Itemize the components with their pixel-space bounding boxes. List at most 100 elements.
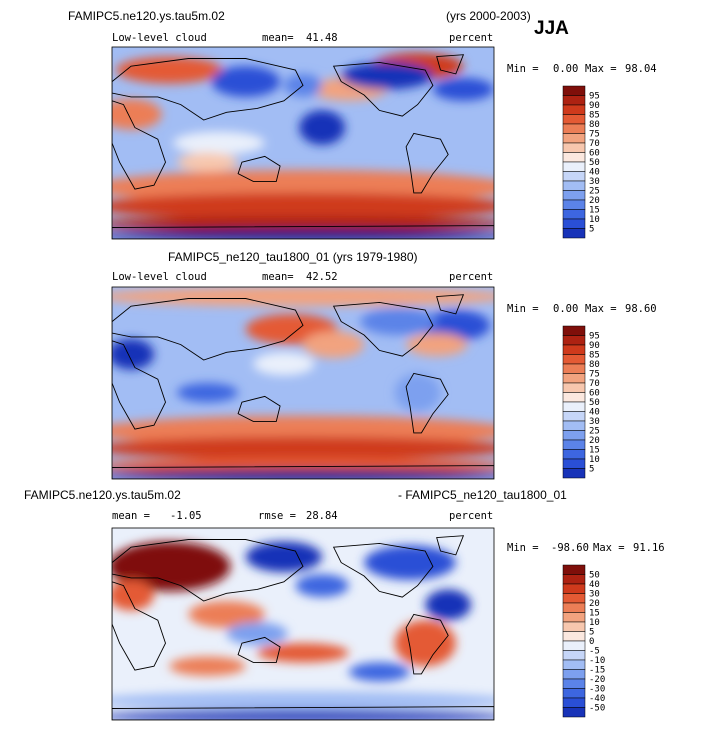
- colorbar-swatch: [562, 152, 586, 163]
- colorbar-tick-label: 50: [589, 571, 600, 581]
- panel2-field-region: [421, 310, 491, 341]
- colorbar-swatch: [562, 669, 586, 680]
- panel2-coastline: [436, 294, 465, 315]
- colorbar-swatch: [562, 85, 586, 96]
- panel1-map: [112, 47, 494, 239]
- colorbar-swatch: [562, 430, 586, 441]
- panel3-field-region: [245, 541, 323, 573]
- panel1-max-label: Max =: [585, 63, 617, 75]
- colorbar-swatch: [562, 354, 586, 365]
- panel2-max-label: Max =: [585, 303, 617, 315]
- colorbar-swatch: [562, 659, 586, 670]
- colorbar-tick-label: 5: [589, 225, 594, 235]
- colorbar-swatch: [562, 602, 586, 613]
- panel1-coastline: [436, 54, 465, 75]
- panel1-max-value: 98.04: [625, 63, 657, 75]
- panel1-coastline: [332, 61, 434, 117]
- panel2-coastline: [112, 340, 166, 430]
- colorbar-tick-label: 20: [589, 196, 600, 206]
- colorbar-tick-label: -50: [589, 704, 605, 714]
- colorbar-tick-label: 70: [589, 139, 600, 149]
- panel3-coastline: [112, 539, 304, 602]
- colorbar-tick-label: 5: [589, 465, 594, 475]
- panel3-field-region: [425, 589, 472, 621]
- colorbar-tick-label: -40: [589, 694, 605, 704]
- panel2-max-value: 98.60: [625, 303, 657, 315]
- panel1-field-region: [112, 229, 494, 239]
- panel3-mean-value: -1.05: [170, 510, 202, 522]
- panel2-coastline: [112, 298, 304, 361]
- colorbar-tick-label: 40: [589, 408, 600, 418]
- panel1-field-region: [112, 98, 162, 130]
- panel2-variable: Low-level cloud: [112, 271, 207, 283]
- colorbar-tick-label: 75: [589, 130, 600, 140]
- panel1-field-region: [432, 77, 494, 101]
- colorbar-tick-label: 85: [589, 111, 600, 121]
- panel1-field-region: [115, 56, 223, 84]
- panel3-title-left: FAMIPC5.ne120.ys.tau5m.02: [24, 488, 181, 502]
- colorbar-swatch: [562, 612, 586, 623]
- colorbar-tick-label: 40: [589, 168, 600, 178]
- panel2-map-frame: [111, 286, 495, 480]
- panel3-coastline: [332, 542, 434, 598]
- colorbar-tick-label: 30: [589, 590, 600, 600]
- panel2-coastline: [237, 395, 281, 422]
- panel3-rmse-label: rmse =: [258, 510, 296, 522]
- colorbar-swatch: [562, 218, 586, 229]
- panel2-mean-value: 42.52: [306, 271, 338, 283]
- panel3-units: percent: [449, 510, 494, 522]
- colorbar-tick-label: 95: [589, 332, 600, 342]
- panel3-min-value: -98.60: [551, 542, 589, 554]
- panel3-field-region: [348, 662, 410, 682]
- panel3-field-region: [169, 656, 246, 676]
- colorbar-swatch: [562, 650, 586, 661]
- colorbar-swatch: [562, 199, 586, 210]
- panel1-coastline: [237, 155, 281, 182]
- colorbar-swatch: [562, 640, 586, 651]
- panel3-field-region: [394, 620, 456, 667]
- panel1-field-region: [112, 192, 494, 220]
- colorbar-swatch: [562, 707, 586, 718]
- colorbar-swatch: [562, 564, 586, 575]
- panel3-map-frame: [111, 527, 495, 721]
- panel1-min-value: 0.00: [553, 63, 579, 75]
- colorbar-tick-label: 20: [589, 599, 600, 609]
- colorbar-tick-label: 5: [589, 628, 594, 638]
- colorbar-swatch: [562, 344, 586, 355]
- panel2-field-region: [406, 333, 468, 357]
- panel1-title-right: (yrs 2000-2003): [446, 9, 531, 23]
- panel1-mean-value: 41.48: [306, 32, 338, 44]
- colorbar-swatch: [562, 123, 586, 134]
- panel3-coastline: [112, 706, 494, 720]
- colorbar-swatch: [562, 593, 586, 604]
- panel3-coastline: [436, 535, 465, 556]
- colorbar-tick-label: 15: [589, 446, 600, 456]
- panel2-map: [112, 287, 494, 479]
- panel2-field-region: [176, 383, 239, 403]
- colorbar-tick-label: 30: [589, 177, 600, 187]
- panel3-coastline: [237, 636, 281, 663]
- colorbar-tick-label: 30: [589, 417, 600, 427]
- colorbar-tick-label: 50: [589, 158, 600, 168]
- colorbar-tick-label: 75: [589, 370, 600, 380]
- panel2-mean-label: mean=: [262, 271, 294, 283]
- panel1-coastline: [112, 100, 166, 190]
- colorbar-swatch: [562, 171, 586, 182]
- panel1-title-left: FAMIPC5.ne120.ys.tau5m.02: [68, 9, 225, 23]
- colorbar-swatch: [562, 631, 586, 642]
- colorbar-tick-label: 50: [589, 398, 600, 408]
- colorbar-swatch: [562, 161, 586, 172]
- colorbar-tick-label: 15: [589, 206, 600, 216]
- colorbar-tick-label: 10: [589, 215, 600, 225]
- panel1-min-label: Min =: [507, 63, 539, 75]
- colorbar-tick-label: -5: [589, 647, 600, 657]
- colorbar-swatch: [562, 373, 586, 384]
- panel3-field-region: [188, 600, 265, 628]
- colorbar-tick-label: 95: [589, 92, 600, 102]
- panel2-units: percent: [449, 271, 494, 283]
- panel2-field-region: [112, 469, 494, 479]
- panel3-field-region: [364, 545, 456, 580]
